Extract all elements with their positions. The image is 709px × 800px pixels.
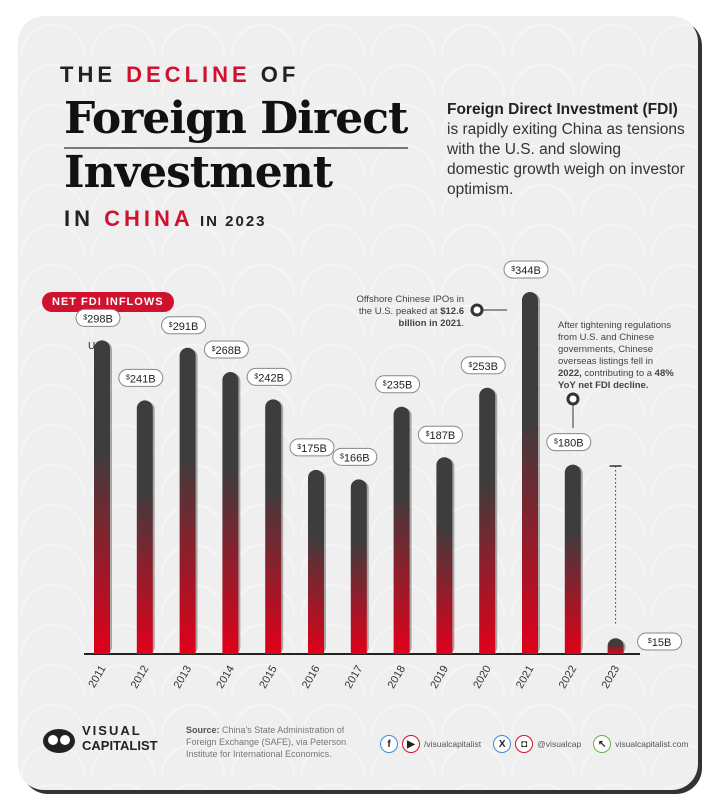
instagram-icon[interactable]: ◘: [515, 735, 534, 753]
source-note: Source: China's State Administration of …: [186, 725, 347, 759]
title-line-4: IN CHINA IN 2023: [64, 206, 267, 231]
bar-2018: [393, 406, 410, 654]
social-handle-1[interactable]: /visualcapitalist: [424, 739, 482, 749]
logo-icon: [43, 728, 75, 753]
bar-2013: [179, 347, 196, 654]
data-label: $187B: [426, 430, 456, 442]
data-label: $180B: [554, 438, 584, 450]
bar-2016: [308, 469, 324, 654]
data-label-pill: [546, 433, 592, 452]
data-label: $268B: [212, 345, 242, 357]
description: Foreign Direct Investment (FDI) is rapid…: [447, 101, 685, 198]
series-label-tag: NET FDI INFLOWS: [42, 292, 174, 312]
x-tick-label: 2018: [386, 664, 409, 691]
bar-2021: [522, 292, 538, 654]
data-label: $344B: [511, 265, 541, 277]
background-pattern: [18, 16, 698, 790]
x-tick-label: 2014: [214, 664, 237, 691]
data-label: $15B: [648, 637, 671, 649]
data-label: $298B: [83, 313, 113, 325]
data-label: $253B: [468, 361, 498, 373]
bar-2020: [479, 387, 496, 654]
annotation-2022: After tightening regulations from U.S. a…: [558, 320, 674, 391]
infographic-card: [18, 16, 698, 790]
x-tick-label: 2020: [471, 664, 494, 691]
data-label-pill: [246, 367, 292, 386]
data-label-pill: [289, 438, 335, 457]
bar-2019: [436, 457, 453, 654]
data-label: $175B: [297, 443, 327, 455]
visual-capitalist-logo: VISUAL CAPITALIST: [42, 724, 158, 755]
bar-2015: [265, 399, 282, 654]
x-tick-label: 2012: [129, 664, 152, 691]
data-label-pill: [460, 356, 506, 375]
facebook-icon[interactable]: f: [380, 735, 398, 753]
bar-2023: [607, 638, 624, 654]
x-tick-label: 2015: [257, 664, 280, 691]
title-line-1: THE DECLINE OF: [60, 62, 300, 87]
data-label-pill: [203, 340, 249, 359]
bar-2014: [222, 371, 239, 654]
youtube-icon[interactable]: ▶: [402, 735, 420, 753]
social-links: f ▶ /visualcapitalist X ◘ @visualcap ↖ v…: [380, 735, 688, 753]
data-label-pill: [161, 316, 207, 335]
x-tick-label: 2019: [428, 664, 451, 691]
data-label: $241B: [126, 373, 156, 385]
annotation-marker: [566, 392, 580, 406]
data-label-pill: [417, 425, 463, 444]
data-label-pill: [118, 368, 164, 387]
data-label-pill: [375, 375, 421, 394]
x-tick-label: 2022: [557, 664, 580, 691]
x-tick-label: 2011: [86, 664, 108, 690]
bar-2017: [350, 479, 367, 654]
data-label-pill: [332, 447, 378, 466]
data-label-pill: [637, 632, 683, 651]
bar-2012: [136, 400, 153, 654]
x-tick-label: 2017: [343, 664, 366, 691]
website-link[interactable]: visualcapitalist.com: [615, 739, 689, 749]
data-label: $166B: [340, 452, 370, 464]
x-tick-label: 2013: [172, 664, 195, 691]
data-label: $242B: [254, 372, 284, 384]
social-handle-2[interactable]: @visualcap: [537, 739, 582, 749]
data-label: $291B: [169, 321, 199, 333]
annotation-ipo: Offshore Chinese IPOs in the U.S. peaked…: [356, 294, 464, 329]
x-tick-label: 2016: [300, 664, 323, 691]
title-rule: [64, 147, 408, 149]
x-icon[interactable]: X: [493, 735, 512, 753]
bar-2011: [94, 340, 110, 654]
title-main: Foreign Direct Investment: [64, 93, 408, 198]
bar-2022: [564, 464, 581, 654]
data-label: $235B: [383, 380, 413, 392]
cursor-icon[interactable]: ↖: [593, 735, 612, 753]
x-tick-label: 2021: [514, 664, 537, 691]
data-label-pill: [75, 308, 121, 327]
annotation-marker: [470, 303, 484, 317]
x-tick-label: 2023: [600, 664, 623, 691]
data-label-pill: [503, 260, 549, 279]
